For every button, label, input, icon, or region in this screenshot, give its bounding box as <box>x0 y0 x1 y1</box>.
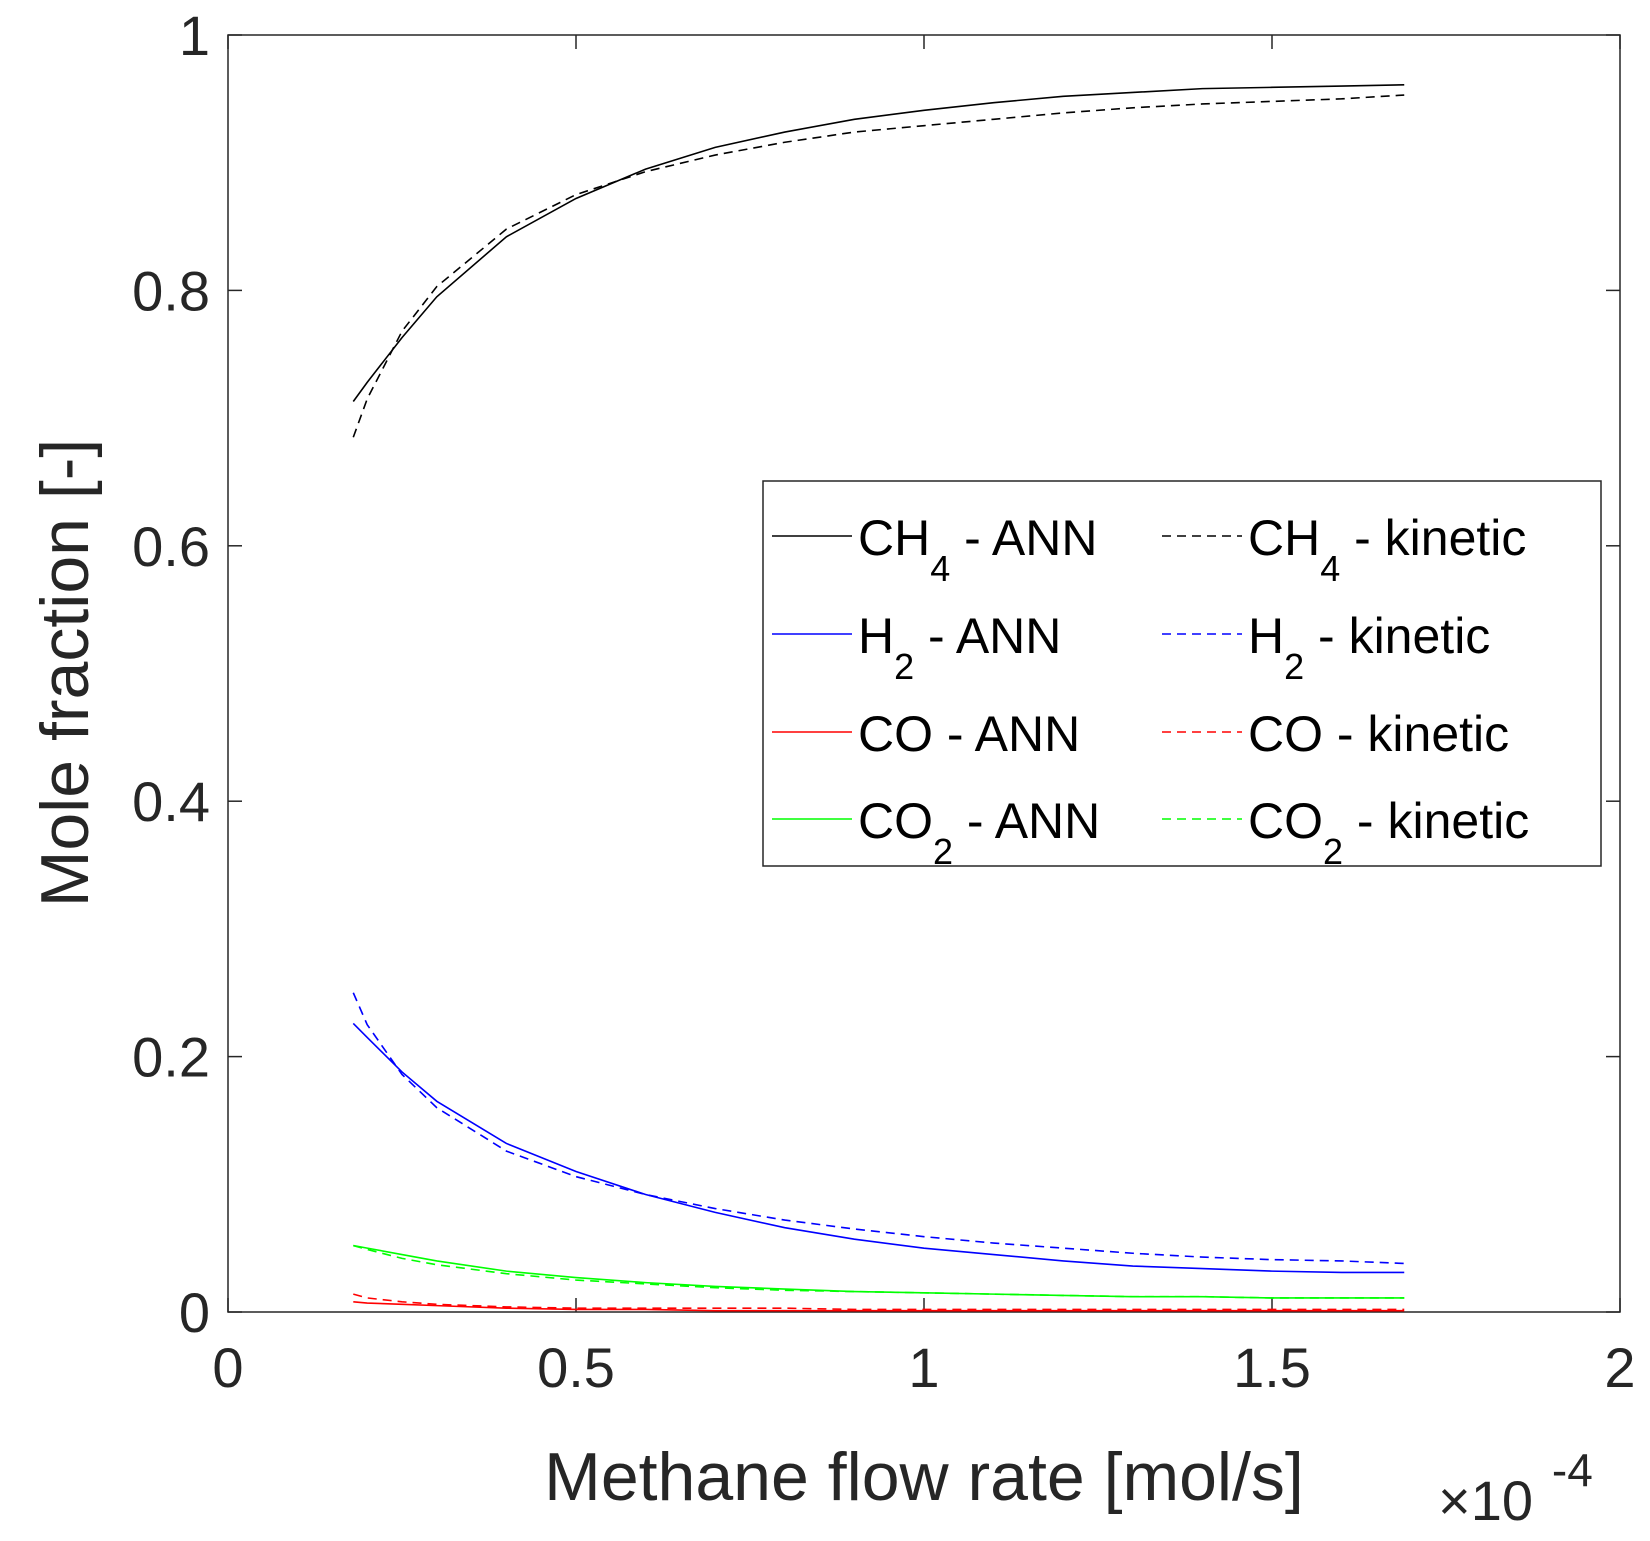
x-tick-label: 1.5 <box>1233 1336 1311 1399</box>
y-tick-label: 1 <box>179 4 210 67</box>
y-tick-label: 0.6 <box>132 515 210 578</box>
y-tick-label: 0.4 <box>132 770 210 833</box>
series-line-co-kinetic <box>353 1293 1405 1311</box>
x-tick-label: 0 <box>212 1336 243 1399</box>
legend-label: CO2 - kinetic <box>1248 793 1529 872</box>
series-line-co2-kinetic <box>353 1244 1405 1299</box>
legend-label: H2 - kinetic <box>1248 608 1490 687</box>
y-tick-labels: 0 0.2 0.4 0.6 0.8 1 <box>132 4 210 1344</box>
legend-label: CO2 - ANN <box>858 793 1100 872</box>
y-tick-label: 0.2 <box>132 1026 210 1089</box>
legend-box <box>762 480 1602 867</box>
series-line-h2-kinetic <box>352 992 1405 1265</box>
legend-label: H2 - ANN <box>858 608 1061 687</box>
legend-label: CH4 - kinetic <box>1248 510 1526 589</box>
legend-label: CO - ANN <box>858 706 1080 762</box>
x-axis-multiplier: ×10 -4 <box>1438 1444 1593 1535</box>
x-tick-label: 0.5 <box>537 1336 615 1399</box>
multiplier-base: ×10 <box>1438 1469 1533 1532</box>
multiplier-exponent: -4 <box>1552 1444 1593 1496</box>
y-tick-label: 0.8 <box>132 259 210 322</box>
y-tick-label: 0 <box>179 1281 210 1344</box>
legend: CH4 - ANN CH4 - kinetic H2 - ANN H2 - kinet… <box>762 480 1602 872</box>
series-layer <box>352 84 1405 1312</box>
x-tick-labels: 0 0.5 1 1.5 2 <box>212 1336 1635 1399</box>
series-line-ch4-ann <box>352 84 1405 402</box>
legend-label: CO - kinetic <box>1248 706 1509 762</box>
x-axis-label: Methane flow rate [mol/s] <box>544 1439 1304 1515</box>
x-tick-label: 1 <box>908 1336 939 1399</box>
legend-label: CH4 - ANN <box>858 510 1098 589</box>
series-line-h2-ann <box>352 1022 1405 1274</box>
series-line-ch4-kinetic <box>352 94 1405 438</box>
series-line-co-ann <box>353 1300 1405 1312</box>
x-tick-label: 2 <box>1604 1336 1635 1399</box>
y-axis-label: Mole fraction [-] <box>27 439 103 908</box>
